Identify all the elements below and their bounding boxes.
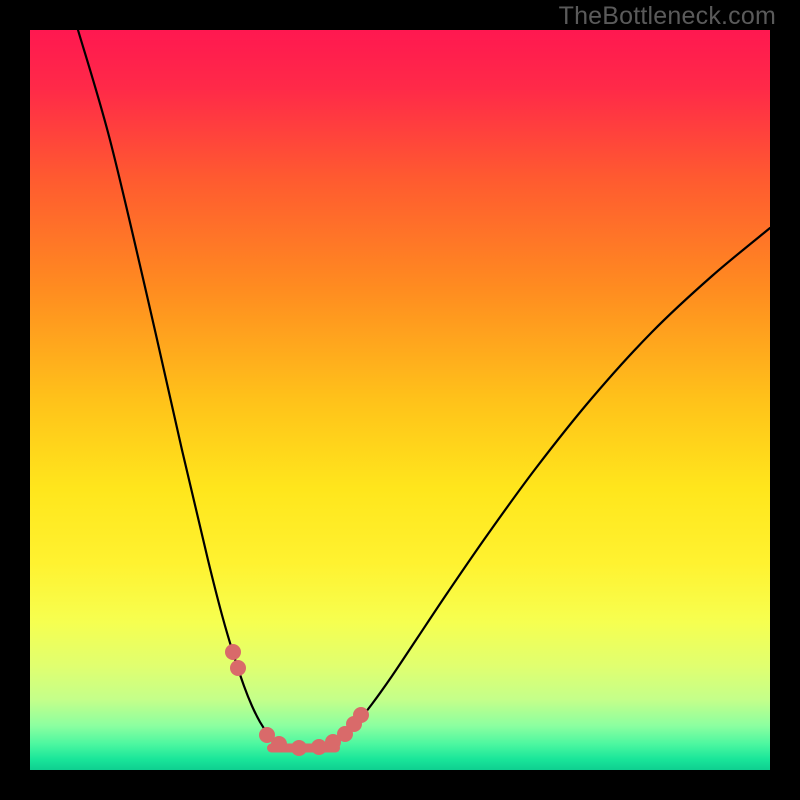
marker-point [311,739,327,755]
marker-point [230,660,246,676]
marker-point [225,644,241,660]
bottleneck-curve [78,30,770,749]
marker-point [353,707,369,723]
watermark-text: TheBottleneck.com [559,2,776,31]
marker-point [271,736,287,752]
chart-overlay [0,0,800,800]
marker-point [291,740,307,756]
markers-group [225,644,369,756]
